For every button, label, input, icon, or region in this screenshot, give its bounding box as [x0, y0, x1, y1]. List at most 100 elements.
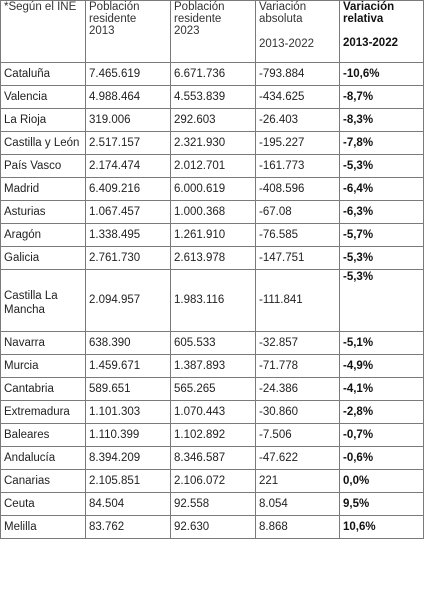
cell-pop2013: 2.517.157: [85, 131, 171, 155]
cell-rel: 9,5%: [339, 492, 424, 516]
cell-rel: -5,7%: [339, 223, 424, 247]
table-row: Melilla 83.762 92.630 8.868 10,6%: [0, 515, 424, 539]
header-pop2013-line3: 2013: [89, 25, 115, 37]
header-abs-line3: 2013-2022: [259, 38, 314, 50]
cell-rel: -5,1%: [339, 331, 424, 355]
cell-pop2023: 8.346.587: [170, 446, 256, 470]
header-rel: Variación relativa 2013-2022: [339, 0, 424, 63]
cell-pop2013: 2.105.851: [85, 469, 171, 493]
cell-rel: -7,8%: [339, 131, 424, 155]
cell-region: Canarias: [0, 469, 86, 493]
cell-pop2013: 7.465.619: [85, 62, 171, 86]
cell-pop2023: 1.000.368: [170, 200, 256, 224]
table-row: Extremadura 1.101.303 1.070.443 -30.860 -2,8…: [0, 400, 424, 424]
cell-abs: -24.386: [255, 377, 340, 401]
cell-rel: -5,3%: [339, 246, 424, 270]
cell-rel: -5,3%: [339, 154, 424, 178]
header-region-label: *Según el INE: [4, 1, 77, 14]
cell-abs: -30.860: [255, 400, 340, 424]
table-row: País Vasco 2.174.474 2.012.701 -161.773 -5,3…: [0, 154, 424, 178]
cell-pop2013: 2.174.474: [85, 154, 171, 178]
cell-pop2013: 638.390: [85, 331, 171, 355]
cell-region: Castilla y León: [0, 131, 86, 155]
table-row: Asturias 1.067.457 1.000.368 -67.08 -6,3%: [0, 200, 424, 224]
table-row: Cantabria 589.651 565.265 -24.386 -4,1%: [0, 377, 424, 401]
cell-region: Galicia: [0, 246, 86, 270]
cell-abs: -793.884: [255, 62, 340, 86]
table-row: Valencia 4.988.464 4.553.839 -434.625 -8,7%: [0, 85, 424, 109]
table-row: Ceuta 84.504 92.558 8.054 9,5%: [0, 492, 424, 516]
cell-abs: -76.585: [255, 223, 340, 247]
header-pop2023: Población residente 2023: [170, 0, 256, 63]
cell-pop2013: 589.651: [85, 377, 171, 401]
cell-pop2013: 84.504: [85, 492, 171, 516]
cell-region: País Vasco: [0, 154, 86, 178]
cell-rel: -0,6%: [339, 446, 424, 470]
header-abs-line1: Variación: [259, 1, 307, 14]
cell-region: Asturias: [0, 200, 86, 224]
header-pop2023-line3: 2023: [174, 25, 200, 37]
cell-pop2013: 4.988.464: [85, 85, 171, 109]
cell-pop2013: 1.101.303: [85, 400, 171, 424]
cell-pop2013: 1.110.399: [85, 423, 171, 447]
cell-region: Ceuta: [0, 492, 86, 516]
header-pop2023-line2: residente: [174, 13, 222, 25]
header-rel-line1: Variación: [343, 1, 395, 14]
table-row: Castilla y León 2.517.157 2.321.930 -195.22…: [0, 131, 424, 155]
cell-rel: 10,6%: [339, 515, 424, 539]
cell-pop2023: 605.533: [170, 331, 256, 355]
table-row: Navarra 638.390 605.533 -32.857 -5,1%: [0, 331, 424, 355]
table-row: Canarias 2.105.851 2.106.072 221 0,0%: [0, 469, 424, 493]
population-table: *Según el INE Población residente 2013 P…: [0, 0, 424, 539]
cell-pop2023: 2.106.072: [170, 469, 256, 493]
cell-pop2023: 2.321.930: [170, 131, 256, 155]
table-row: Cataluña 7.465.619 6.671.736 -793.884 -10,6%: [0, 62, 424, 86]
cell-rel: -10,6%: [339, 62, 424, 86]
cell-pop2023: 4.553.839: [170, 85, 256, 109]
header-rel-line3: 2013-2022: [343, 37, 398, 49]
cell-pop2023: 292.603: [170, 108, 256, 132]
header-pop2023-line1: Población: [174, 1, 225, 14]
cell-pop2023: 1.387.893: [170, 354, 256, 378]
cell-rel: -0,7%: [339, 423, 424, 447]
cell-abs: -7.506: [255, 423, 340, 447]
cell-region: Melilla: [0, 515, 86, 539]
cell-region: Aragón: [0, 223, 86, 247]
cell-rel: -6,3%: [339, 200, 424, 224]
table-row: La Rioja 319.006 292.603 -26.403 -8,3%: [0, 108, 424, 132]
cell-abs: 8.054: [255, 492, 340, 516]
cell-abs: -161.773: [255, 154, 340, 178]
cell-rel: -2,8%: [339, 400, 424, 424]
header-row: *Según el INE Población residente 2013 P…: [0, 0, 424, 63]
cell-pop2023: 2.012.701: [170, 154, 256, 178]
cell-region: Baleares: [0, 423, 86, 447]
cell-abs: -111.841: [255, 269, 340, 332]
cell-region: La Rioja: [0, 108, 86, 132]
cell-pop2023: 565.265: [170, 377, 256, 401]
cell-abs: -26.403: [255, 108, 340, 132]
header-pop2013-line1: Población: [89, 1, 140, 14]
cell-abs: -434.625: [255, 85, 340, 109]
header-region: *Según el INE: [0, 0, 86, 63]
cell-region: Castilla La Mancha: [0, 269, 86, 332]
cell-rel: -4,1%: [339, 377, 424, 401]
cell-pop2023: 1.261.910: [170, 223, 256, 247]
cell-rel: -8,7%: [339, 85, 424, 109]
cell-region: Navarra: [0, 331, 86, 355]
cell-pop2023: 92.630: [170, 515, 256, 539]
cell-pop2013: 2.094.957: [85, 269, 171, 332]
cell-abs: -71.778: [255, 354, 340, 378]
cell-rel: -6,4%: [339, 177, 424, 201]
header-pop2013-line2: residente: [89, 13, 137, 25]
table-row: Aragón 1.338.495 1.261.910 -76.585 -5,7%: [0, 223, 424, 247]
cell-abs: 8.868: [255, 515, 340, 539]
cell-pop2013: 1.067.457: [85, 200, 171, 224]
cell-rel: -4,9%: [339, 354, 424, 378]
cell-pop2023: 1.102.892: [170, 423, 256, 447]
cell-abs: -32.857: [255, 331, 340, 355]
cell-abs: -67.08: [255, 200, 340, 224]
cell-abs: 221: [255, 469, 340, 493]
cell-pop2013: 8.394.209: [85, 446, 171, 470]
table-row: Castilla La Mancha 2.094.957 1.983.116 -111…: [0, 269, 424, 332]
